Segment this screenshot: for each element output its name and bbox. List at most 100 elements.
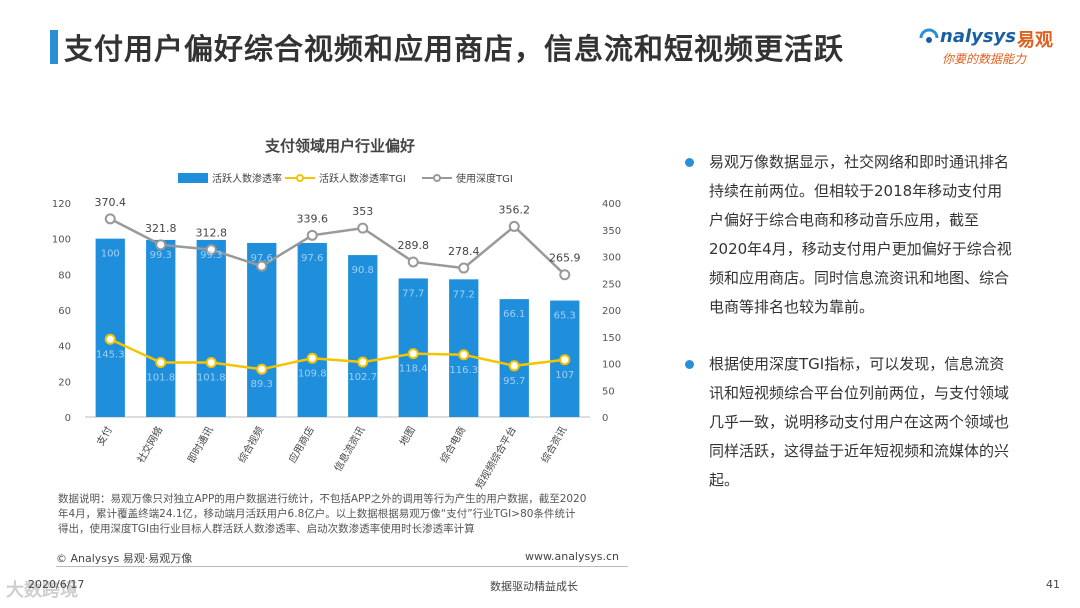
data-note-line-2: 年4月，累计覆盖终端24.1亿，移动端月活跃用户6.8亿户。以上数据根据易观万像… xyxy=(58,508,576,520)
logo-mark-icon xyxy=(919,28,939,43)
legend-label: 活跃人数渗透率TGI xyxy=(319,172,406,185)
y-right-tick-label: 250 xyxy=(602,279,621,290)
analysys-logo: nalysys 易观 你要的数据能力 xyxy=(918,26,1058,70)
depth-data-label: 356.2 xyxy=(499,203,531,216)
y-right-tick-label: 350 xyxy=(602,226,621,237)
x-tick-label: 应用商店 xyxy=(286,424,317,465)
depth-data-label: 321.8 xyxy=(145,222,177,235)
title-accent-bar xyxy=(50,30,58,64)
bar-data-label: 97.6 xyxy=(251,253,273,264)
bar-mark xyxy=(348,255,378,417)
x-tick-label: 支付 xyxy=(94,424,115,448)
x-tick-label: 社交网络 xyxy=(134,424,165,465)
tgi-data-label: 89.3 xyxy=(251,379,273,390)
insight-list: 易观万像数据显示，社交网络和即时通讯排名持续在前两位。但相较于2018年移动支付… xyxy=(683,148,1013,523)
tgi-data-label: 101.8 xyxy=(146,373,175,384)
page-number: 41 xyxy=(1046,578,1060,591)
footer-divider xyxy=(56,566,628,567)
depth-line-point xyxy=(559,269,571,281)
insight-item: 易观万像数据显示，社交网络和即时通讯排名持续在前两位。但相较于2018年移动支付… xyxy=(683,148,1013,322)
insight-text: 易观万像数据显示，社交网络和即时通讯排名持续在前两位。但相较于2018年移动支付… xyxy=(709,153,1012,316)
chart-area: 支付领域用户行业偏好 活跃人数渗透率 活跃人数渗透率TGI 使用深度TGI 0 20 40… xyxy=(40,125,640,495)
tgi-line-point xyxy=(559,354,571,366)
x-tick-label: 短视频综合平台 xyxy=(473,424,519,491)
y-right-tick-label: 150 xyxy=(602,333,621,344)
footer-date: 2020/6/17 xyxy=(28,578,85,591)
tgi-line-point xyxy=(458,349,470,361)
y-right-tick-label: 100 xyxy=(602,360,621,371)
y-left-tick-label: 80 xyxy=(58,270,71,281)
y-right-tick-label: 200 xyxy=(602,306,621,317)
tgi-line xyxy=(109,338,565,371)
depth-data-label: 339.6 xyxy=(297,212,329,225)
logo-brand-cn: 易观 xyxy=(1017,30,1053,51)
y-right-tick-label: 300 xyxy=(602,253,621,264)
bar-mark xyxy=(146,239,176,417)
depth-line xyxy=(109,217,566,276)
x-tick-label: 地图 xyxy=(397,424,418,448)
tgi-data-label: 95.7 xyxy=(503,376,525,387)
depth-line-point xyxy=(508,220,520,232)
tgi-line-point xyxy=(357,356,369,368)
legend-depth-marker xyxy=(433,174,441,182)
bar-data-label: 77.7 xyxy=(402,288,424,299)
x-tick-label: 即时通讯 xyxy=(185,425,215,466)
data-note-line-1: 数据说明：易观万像只对独立APP的用户数据进行统计，不包括APP之外的调用等行为… xyxy=(58,493,587,505)
depth-line-point xyxy=(155,239,167,251)
x-tick-label: 综合电商 xyxy=(437,424,468,465)
legend-bar-swatch xyxy=(178,173,208,183)
tgi-data-label: 145.3 xyxy=(96,349,125,360)
depth-data-label: 370.4 xyxy=(95,196,127,209)
depth-line-point xyxy=(256,260,268,272)
bar-mark xyxy=(297,242,327,417)
website-link[interactable]: www.analysys.cn xyxy=(525,550,619,563)
bar-mark xyxy=(449,279,479,417)
tgi-data-label: 118.4 xyxy=(399,364,428,375)
bar-data-label: 99.3 xyxy=(150,250,172,261)
bullet-dot-icon xyxy=(685,360,694,369)
depth-line-point xyxy=(306,229,318,241)
y-left-tick-label: 20 xyxy=(58,377,71,388)
chart-title: 支付领域用户行业偏好 xyxy=(264,137,415,155)
data-note: 数据说明：易观万像只对独立APP的用户数据进行统计，不包括APP之外的调用等行为… xyxy=(58,492,628,537)
depth-line-point xyxy=(205,244,217,256)
tgi-line-point xyxy=(256,363,268,375)
watermark: 大数跨境 xyxy=(6,580,78,601)
bar-mark xyxy=(247,242,277,417)
y-left-tick-label: 120 xyxy=(52,199,71,210)
tgi-data-label: 107 xyxy=(555,370,574,381)
depth-data-label: 289.8 xyxy=(398,239,430,252)
bullet-dot-icon xyxy=(685,158,694,167)
tgi-data-label: 102.7 xyxy=(348,372,377,383)
insight-item: 根据使用深度TGI指标，可以发现，信息流资讯和短视频综合平台位列前两位，与支付领… xyxy=(683,350,1013,495)
tgi-line-point xyxy=(306,352,318,364)
bar-data-label: 97.6 xyxy=(301,253,323,264)
bar-mark xyxy=(499,299,529,417)
legend-label: 使用深度TGI xyxy=(456,172,513,185)
legend-label: 活跃人数渗透率 xyxy=(212,172,282,185)
y-right-tick-label: 0 xyxy=(602,413,608,424)
bar-data-label: 66.1 xyxy=(503,309,525,320)
data-note-line-3: 得出，使用深度TGI由行业目标人群活跃人数渗透率、启动次数渗透率使用时长渗透率计… xyxy=(58,523,475,535)
y-left-tick-label: 40 xyxy=(58,342,71,353)
tgi-data-label: 101.8 xyxy=(197,373,226,384)
insight-text: 根据使用深度TGI指标，可以发现，信息流资讯和短视频综合平台位列前两位，与支付领… xyxy=(709,355,1010,489)
logo-tagline: 你要的数据能力 xyxy=(942,52,1027,66)
footer-slogan: 数据驱动精益成长 xyxy=(490,580,578,593)
bar-data-label: 77.2 xyxy=(453,289,475,300)
tgi-data-label: 116.3 xyxy=(449,365,478,376)
bar-data-label: 100 xyxy=(101,249,120,260)
y-right-tick-label: 400 xyxy=(602,199,621,210)
depth-data-label: 312.8 xyxy=(196,227,228,240)
tgi-line-point xyxy=(155,357,167,369)
y-left-tick-label: 100 xyxy=(52,235,71,246)
depth-line-point xyxy=(357,222,369,234)
y-left-tick-label: 60 xyxy=(58,306,71,317)
depth-line-point xyxy=(407,256,419,268)
bar-mark xyxy=(95,238,125,417)
logo-brand: nalysys xyxy=(940,26,1017,47)
bar-mark xyxy=(196,239,226,417)
y-right-tick-label: 50 xyxy=(602,386,615,397)
bar-data-label: 90.8 xyxy=(352,265,374,276)
tgi-data-label: 109.8 xyxy=(298,368,327,379)
